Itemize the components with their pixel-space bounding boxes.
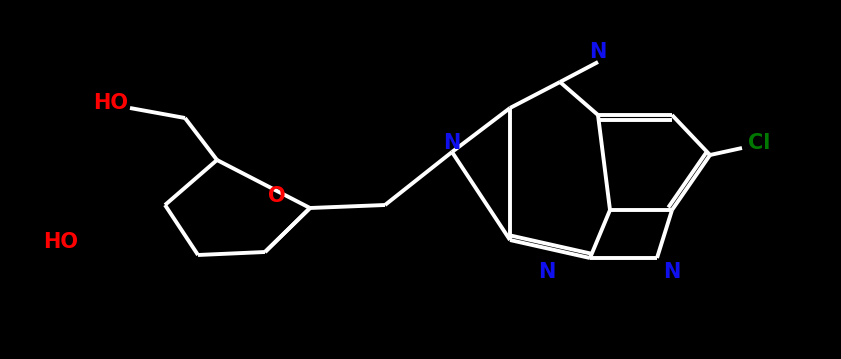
- Text: N: N: [443, 133, 461, 153]
- Text: Cl: Cl: [748, 133, 770, 153]
- Text: N: N: [538, 262, 556, 282]
- Text: HO: HO: [43, 232, 78, 252]
- Text: O: O: [268, 186, 286, 206]
- Text: N: N: [590, 42, 606, 62]
- Text: N: N: [664, 262, 680, 282]
- Text: HO: HO: [93, 93, 128, 113]
